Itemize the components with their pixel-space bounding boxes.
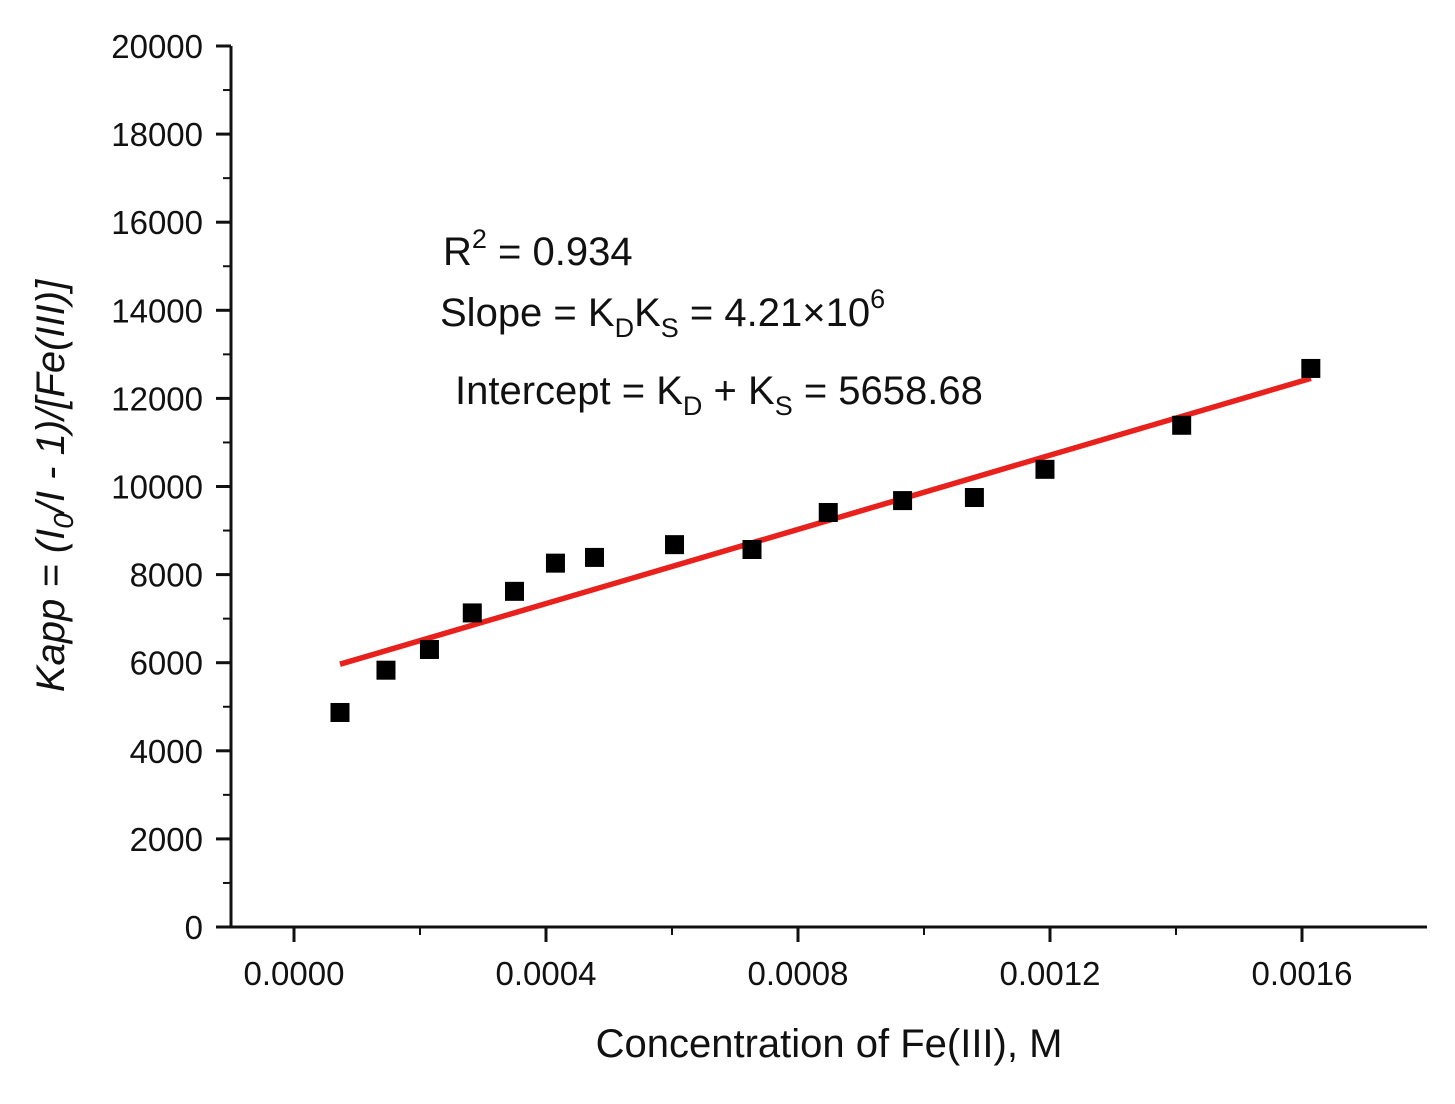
intercept-b: + K: [702, 369, 775, 413]
slope-sub1: D: [615, 313, 635, 343]
slope-c: = 4.21×10: [679, 291, 870, 335]
intercept-sub1: D: [683, 391, 703, 421]
y-axis-title: Kapp = (I0/I - 1)/[Fe(III)]: [29, 279, 79, 692]
data-point: [818, 502, 838, 522]
slope-sup: 6: [870, 284, 885, 314]
y-axis-title-sub: 0: [48, 513, 79, 529]
data-point: [505, 581, 524, 601]
slope-b: K: [634, 291, 661, 335]
y-ticks: 0 2000 4000 6000 8000 10000 12000 14000 16000 180…: [111, 28, 231, 946]
data-point: [893, 491, 913, 511]
y-tick-label: 10000: [111, 469, 203, 506]
x-tick-label: 0.0000: [244, 955, 345, 992]
intercept-sub2: S: [775, 391, 793, 421]
x-axis-title: Concentration of Fe(III), M: [596, 1022, 1063, 1066]
data-point: [742, 539, 762, 559]
slope-a: Slope = K: [440, 291, 615, 335]
data-point: [1301, 358, 1321, 378]
x-tick-label: 0.0012: [1000, 955, 1101, 992]
intercept-c: = 5658.68: [793, 369, 983, 413]
r2-rest: = 0.934: [487, 230, 633, 274]
data-point: [419, 639, 439, 659]
slope-sub2: S: [661, 313, 679, 343]
y-tick-label: 12000: [111, 380, 203, 417]
data-point: [462, 603, 482, 623]
y-tick-label: 18000: [111, 116, 203, 153]
y-tick-label: 14000: [111, 292, 203, 329]
y-axis-title-suffix: /I - 1)/[Fe(III)]: [29, 279, 73, 516]
x-tick-label: 0.0004: [496, 955, 597, 992]
data-point: [330, 702, 350, 722]
annotation-r-squared: R2 = 0.934: [443, 224, 633, 274]
annotation-intercept: Intercept = KD + KS = 5658.68: [455, 369, 983, 421]
x-tick-label: 0.0016: [1252, 955, 1353, 992]
y-axis-title-prefix: Kapp = (I: [29, 529, 73, 692]
data-point: [964, 488, 984, 508]
y-tick-label: 4000: [130, 733, 203, 770]
x-ticks: 0.0000 0.0004 0.0008 0.0012 0.0016: [244, 927, 1353, 992]
y-tick-label: 6000: [130, 645, 203, 682]
data-point: [585, 547, 605, 567]
y-tick-label: 20000: [111, 28, 203, 65]
data-point: [1035, 459, 1055, 479]
y-tick-label: 16000: [111, 204, 203, 241]
annotation-slope: Slope = KDKS = 4.21×106: [440, 284, 885, 343]
data-point: [376, 660, 396, 680]
r2-base: R: [443, 230, 472, 274]
y-tick-label: 0: [185, 909, 203, 946]
intercept-a: Intercept = K: [455, 369, 683, 413]
data-point: [1172, 415, 1192, 435]
y-tick-label: 8000: [130, 557, 203, 594]
data-point: [545, 553, 565, 573]
data-point: [665, 535, 685, 555]
y-tick-label: 2000: [130, 821, 203, 858]
data-points: [330, 358, 1321, 722]
r2-sup: 2: [472, 224, 487, 254]
x-tick-label: 0.0008: [748, 955, 849, 992]
